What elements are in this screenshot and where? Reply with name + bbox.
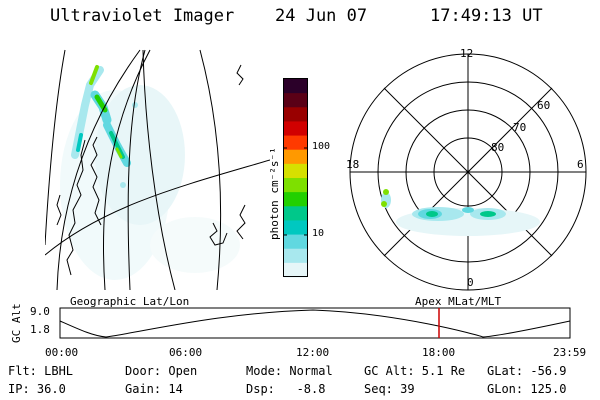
strip-xtick-2359: 23:59 [553,346,587,359]
color-scale-cell [284,206,307,221]
mlt-label-18: 18 [346,158,360,171]
gain-info: Gain: 14 [125,382,183,396]
color-scale-tick-100: 100 [312,141,331,152]
color-scale-cell [284,248,307,264]
time-label: 17:49:13 UT [430,6,543,26]
altitude-strip-chart [59,307,571,339]
mode-info: Mode: Normal [246,364,333,378]
date-label: 24 Jun 07 [275,6,368,26]
color-scale-tick-10: 10 [312,228,325,239]
color-scale-cell [284,220,307,236]
mlat-label-60: 60 [537,99,551,112]
ip-info: IP: 36.0 [8,382,66,396]
coastline [56,64,246,276]
color-scale-cell [284,163,307,179]
strip-left-title: Geographic Lat/Lon [70,295,190,308]
mlt-label-12: 12 [460,47,474,60]
color-scale-cell [284,234,307,250]
color-scale-units: photon cm⁻²s⁻¹ [268,147,281,240]
glat-info: GLat: -56.9 [487,364,567,378]
strip-xtick-0000: 00:00 [45,346,79,359]
altitude-curve [59,309,571,338]
color-scale-cell [284,93,307,108]
color-scale-cell [284,262,307,278]
mlat-label-80: 80 [491,141,505,154]
strip-ylabel: GC Alt [10,303,23,343]
color-scale-cells [284,79,307,278]
color-scale-cell [284,79,307,94]
polar-plot [349,53,587,291]
aurora-emission [71,65,138,188]
strip-xtick-0600: 06:00 [169,346,203,359]
strip-xtick-1200: 12:00 [296,346,330,359]
color-scale-cell [284,107,307,122]
strip-right-title: Apex MLat/MLT [415,295,502,308]
mlat-label-70: 70 [513,121,527,134]
mlt-label-0: 0 [467,276,474,289]
gc-alt-info: GC Alt: 5.1 Re [364,364,466,378]
dsp-info: Dsp: -8.8 [246,382,326,396]
geographic-map [45,49,270,290]
color-scale-ticks [283,147,308,236]
color-scale-bar [283,78,308,278]
seq-info: Seq: 39 [364,382,415,396]
instrument-title: Ultraviolet Imager [50,6,235,26]
lat-lon-grid [45,49,270,290]
color-scale-cell [284,192,307,207]
polar-grid [349,53,587,291]
color-scale-cell [284,178,307,193]
filter-info: Flt: LBHL [8,364,74,378]
polar-aurora [381,189,540,236]
color-scale-cell [284,149,307,165]
strip-ytick-9: 9.0 [30,305,50,318]
mlt-label-6: 6 [577,158,584,171]
door-info: Door: Open [125,364,198,378]
color-scale-cell [284,135,307,151]
color-scale-cell [284,121,307,137]
aurora-haze [60,85,240,280]
strip-xtick-1800: 18:00 [422,346,456,359]
glon-info: GLon: 125.0 [487,382,567,396]
strip-ytick-1-8: 1.8 [30,323,50,336]
